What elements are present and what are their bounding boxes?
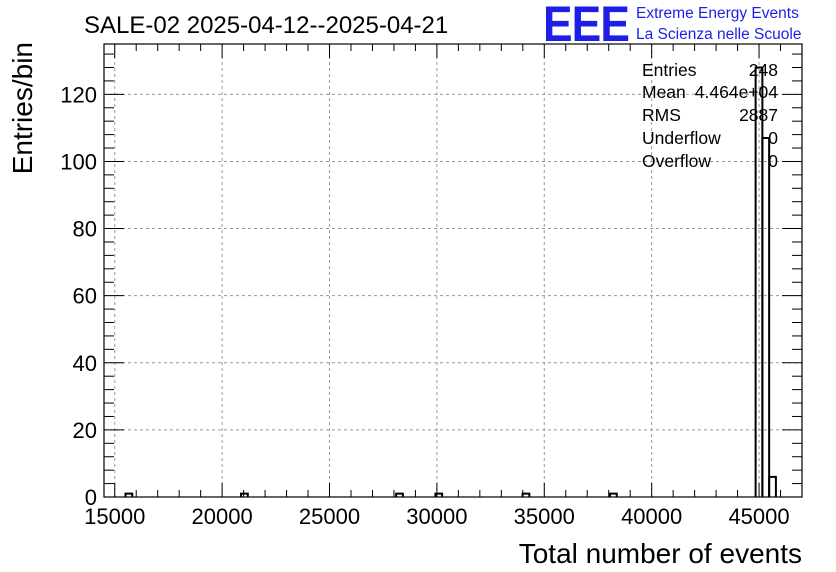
x-tick-label: 40000 (621, 504, 682, 529)
eee-logo: EEE Extreme Energy Events La Scienza nel… (543, 0, 801, 52)
x-tick-label: 30000 (406, 504, 467, 529)
x-tick-label: 35000 (514, 504, 575, 529)
y-tick-label: 20 (73, 418, 97, 443)
logo-line-1: Extreme Energy Events (636, 5, 799, 22)
stats-box: Entries 248 Mean 4.464e+04 RMS 2887 Unde… (642, 60, 778, 171)
x-tick-label: 20000 (192, 504, 253, 529)
histogram-bins (124, 66, 777, 497)
y-tick-label: 0 (85, 485, 97, 510)
stats-underflow-label: Underflow (642, 128, 721, 148)
histogram-bin (395, 492, 404, 497)
stats-overflow-label: Overflow (642, 151, 711, 171)
axis-ticks (104, 44, 803, 498)
stats-mean-label: Mean (642, 82, 686, 102)
y-tick-label: 120 (60, 82, 97, 107)
y-tick-label: 100 (60, 149, 97, 174)
stats-entries-value: 248 (749, 60, 778, 80)
x-tick-label: 45000 (728, 504, 789, 529)
histogram-bin (434, 492, 444, 497)
histogram-bin (768, 475, 777, 497)
x-tick-label: 15000 (84, 504, 145, 529)
histogram-bin (608, 492, 618, 497)
histogram-bin (240, 492, 249, 497)
histogram-bin (124, 492, 134, 497)
y-axis-title: Entries/bin (7, 42, 38, 174)
logo-mark: EEE (543, 0, 629, 52)
y-tick-label: 80 (73, 217, 97, 242)
x-tick-labels: 15000 20000 25000 30000 35000 40000 45000 (84, 504, 789, 529)
histogram-bin (754, 66, 764, 497)
stats-overflow-value: 0 (768, 151, 778, 171)
stats-rms-value: 2887 (739, 105, 778, 125)
y-tick-label: 40 (73, 351, 97, 376)
logo-line-2: La Scienza nelle Scuole (636, 26, 801, 43)
y-tick-label: 60 (73, 284, 97, 309)
stats-rms-label: RMS (642, 105, 681, 125)
grid (104, 44, 802, 497)
chart-title: SALE-02 2025-04-12--2025-04-21 (84, 12, 448, 39)
x-tick-label: 25000 (299, 504, 360, 529)
y-tick-labels: 0 20 40 60 80 100 120 (60, 82, 97, 510)
plot-frame (103, 43, 803, 498)
x-axis-title: Total number of events (519, 538, 802, 569)
stats-underflow-value: 0 (768, 128, 778, 148)
stats-mean-value: 4.464e+04 (695, 82, 778, 102)
histogram-bin (761, 136, 771, 497)
stats-entries-label: Entries (642, 60, 697, 80)
